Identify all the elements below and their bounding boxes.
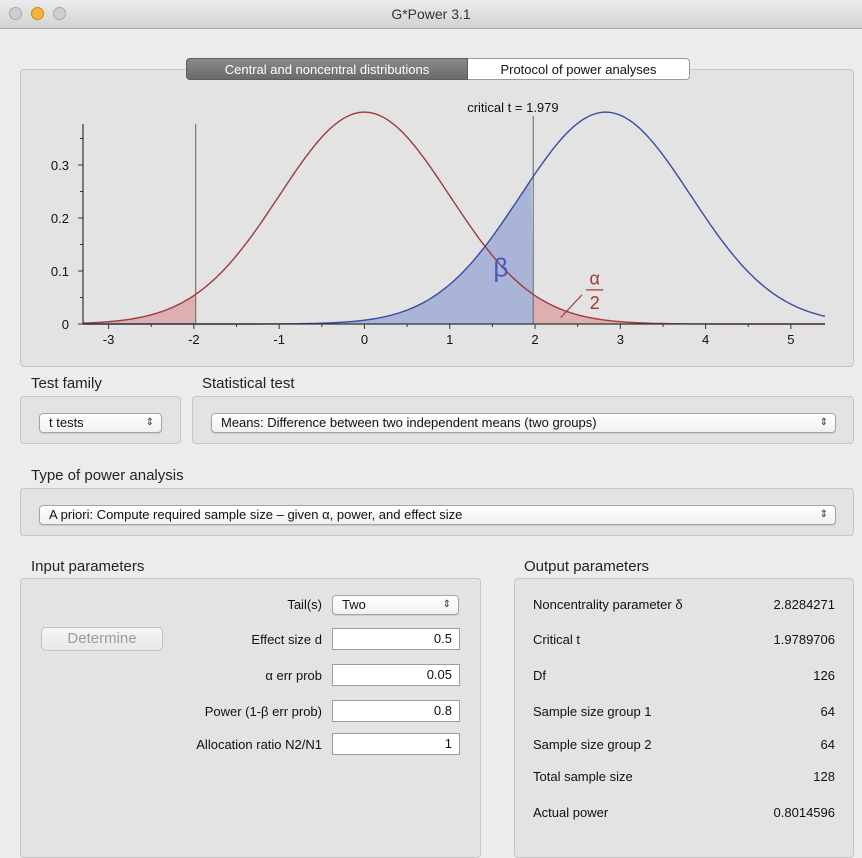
effect-size-field[interactable]: 0.5 (332, 628, 460, 650)
output-label: Sample size group 1 (533, 704, 652, 719)
power-analysis-label: Type of power analysis (31, 467, 184, 484)
minimize-window-button[interactable] (31, 7, 44, 20)
output-parameters-panel (514, 578, 854, 858)
statistical-test-label: Statistical test (202, 375, 295, 392)
output-label: Actual power (533, 805, 609, 820)
x-tick-label: 0 (361, 332, 368, 347)
power-analysis-value: A priori: Compute required sample size –… (49, 507, 463, 522)
output-value: 126 (813, 668, 835, 683)
x-tick-label: 4 (702, 332, 709, 347)
output-label: Critical t (533, 632, 580, 647)
updown-arrows-icon: ⇕ (819, 417, 828, 428)
power-analysis-select[interactable]: A priori: Compute required sample size –… (39, 505, 836, 525)
beta-area (83, 178, 534, 324)
power-label: Power (1-β err prob) (204, 704, 322, 719)
tab-protocol[interactable]: Protocol of power analyses (468, 58, 690, 80)
tails-value: Two (342, 597, 366, 612)
alpha-pointer (560, 294, 583, 319)
close-window-button[interactable] (9, 7, 22, 20)
x-tick-label: 1 (446, 332, 453, 347)
x-tick-label: 3 (617, 332, 624, 347)
x-tick-label: -1 (273, 332, 285, 347)
x-tick-label: -2 (188, 332, 200, 347)
output-label: Total sample size (533, 769, 633, 784)
updown-arrows-icon: ⇕ (819, 509, 828, 520)
output-label: Sample size group 2 (533, 737, 652, 752)
x-tick-label: 2 (531, 332, 538, 347)
test-family-select[interactable]: t tests ⇕ (39, 413, 162, 433)
updown-arrows-icon: ⇕ (442, 599, 451, 610)
y-tick-label: 0 (62, 317, 69, 332)
x-tick-label: -3 (103, 332, 115, 347)
input-parameters-label: Input parameters (31, 558, 145, 575)
y-tick-label: 0.2 (51, 211, 69, 226)
alpha-label: α (590, 268, 600, 288)
output-value: 0.8014596 (773, 805, 835, 820)
statistical-test-select[interactable]: Means: Difference between two independen… (211, 413, 836, 433)
allocation-ratio-field[interactable]: 1 (332, 733, 460, 755)
output-value: 64 (820, 704, 835, 719)
power-field[interactable]: 0.8 (332, 700, 460, 722)
output-label: Df (533, 668, 546, 683)
test-family-label: Test family (31, 375, 102, 392)
updown-arrows-icon: ⇕ (145, 417, 154, 428)
alpha-left-area (83, 294, 196, 324)
alpha-err-label: α err prob (265, 668, 322, 683)
y-tick-label: 0.1 (51, 264, 69, 279)
title-bar: G*Power 3.1 (0, 0, 862, 29)
view-tabs: Central and noncentral distributions Pro… (186, 58, 690, 80)
alpha-right-area (533, 294, 825, 324)
tails-select[interactable]: Two ⇕ (332, 595, 459, 615)
distribution-chart: -3 -2 -1 0 1 2 3 4 5 0 0.1 0.2 0.3 critical t = 1.97… (51, 100, 826, 347)
output-value: 2.8284271 (773, 597, 835, 612)
alpha-denominator: 2 (590, 293, 600, 313)
determine-button[interactable]: Determine (41, 627, 163, 651)
output-value: 1.9789706 (773, 632, 835, 647)
alpha-err-field[interactable]: 0.05 (332, 664, 460, 686)
tails-label: Tail(s) (287, 597, 322, 612)
tab-distributions[interactable]: Central and noncentral distributions (186, 58, 468, 80)
test-family-value: t tests (49, 415, 84, 430)
statistical-test-value: Means: Difference between two independen… (221, 415, 597, 430)
y-tick-label: 0.3 (51, 158, 69, 173)
critical-t-label: critical t = 1.979 (467, 100, 558, 115)
x-tick-label: 5 (787, 332, 794, 347)
beta-label: β (493, 252, 508, 282)
output-label: Noncentrality parameter δ (533, 597, 683, 612)
output-value: 64 (820, 737, 835, 752)
allocation-ratio-label: Allocation ratio N2/N1 (196, 737, 322, 752)
output-parameters-label: Output parameters (524, 558, 650, 575)
window-title: G*Power 3.1 (391, 6, 471, 22)
effect-size-label: Effect size d (251, 632, 322, 647)
output-value: 128 (813, 769, 835, 784)
zoom-window-button[interactable] (53, 7, 66, 20)
